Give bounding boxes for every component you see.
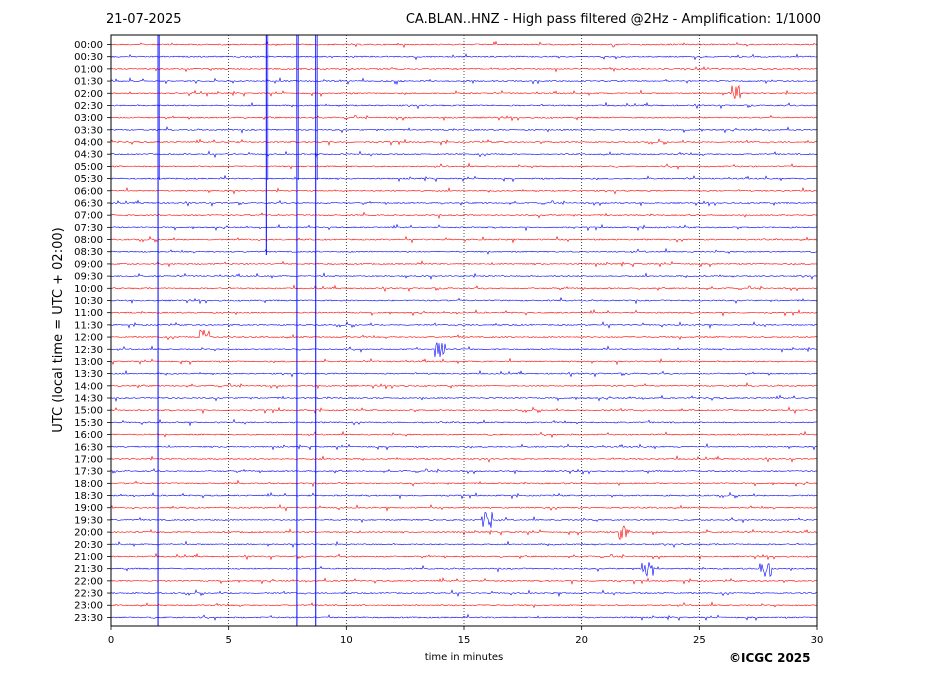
y-tick-label: 07:00	[74, 211, 103, 222]
y-tick-label: 22:00	[74, 576, 103, 587]
trace-row	[110, 601, 818, 609]
y-tick-label: 21:00	[74, 552, 103, 563]
trace-row	[110, 552, 818, 561]
y-tick-label: 13:00	[74, 357, 103, 368]
y-tick-label: 15:30	[74, 418, 103, 429]
y-tick-label: 12:00	[74, 333, 103, 344]
y-axis-label: UTC (local time = UTC + 02:00)	[51, 227, 66, 432]
trace-row	[110, 126, 818, 134]
trace-row	[111, 114, 818, 122]
trace-row	[110, 479, 818, 488]
y-tick-label: 10:30	[74, 296, 103, 307]
y-tick-label: 05:00	[74, 162, 103, 173]
grid-layer	[228, 35, 700, 626]
y-tick-label: 11:00	[74, 308, 103, 319]
y-tick-label: 19:30	[74, 515, 103, 526]
y-tick-label: 04:30	[74, 150, 103, 161]
trace-row	[110, 504, 818, 512]
y-tick-label: 11:30	[74, 320, 103, 331]
spikes-layer	[157, 35, 318, 626]
y-tick-label: 02:30	[74, 101, 103, 112]
y-tick-label: 07:30	[74, 223, 103, 234]
x-tick-label: 5	[225, 635, 231, 646]
trace-row	[110, 309, 818, 317]
trace-row	[110, 272, 818, 280]
trace-row	[110, 66, 818, 73]
header-date: 21-07-2025	[106, 12, 182, 27]
y-tick-label: 14:00	[74, 381, 103, 392]
y-tick-label: 17:00	[74, 454, 103, 465]
copyright: ©ICGC 2025	[729, 651, 811, 665]
x-tick-labels: 0 5 10 15 20 25 30	[108, 626, 824, 646]
y-tick-label: 01:00	[74, 64, 103, 75]
y-tick-label: 17:30	[74, 467, 103, 478]
y-tick-label: 18:00	[74, 479, 103, 490]
trace-row	[110, 342, 818, 358]
trace-row	[110, 357, 818, 366]
y-tick-label: 09:00	[74, 259, 103, 270]
y-tick-label: 21:30	[74, 564, 103, 575]
y-tick-label: 23:00	[74, 601, 103, 612]
x-tick-label: 0	[108, 635, 114, 646]
y-tick-label: 03:00	[74, 113, 103, 124]
y-tick-label: 13:30	[74, 369, 103, 380]
trace-row	[110, 329, 818, 341]
x-tick-label: 10	[340, 635, 353, 646]
trace-row	[110, 150, 818, 159]
y-tick-label: 16:30	[74, 442, 103, 453]
y-tick-label: 10:00	[74, 284, 103, 295]
trace-row	[110, 562, 818, 577]
header-title: CA.BLAN..HNZ - High pass filtered @2Hz -…	[405, 12, 821, 27]
trace-row	[110, 186, 817, 195]
plot-frame	[110, 34, 818, 627]
x-axis-label: time in minutes	[425, 652, 504, 663]
y-tick-label: 20:30	[74, 540, 103, 551]
y-tick-label: 15:00	[74, 406, 103, 417]
trace-row	[110, 540, 818, 549]
y-tick-label: 05:30	[74, 174, 103, 185]
trace-row	[110, 468, 818, 475]
trace-row	[110, 162, 818, 170]
x-tick-label: 15	[458, 635, 471, 646]
y-tick-label: 02:00	[74, 89, 103, 100]
trace-row	[110, 491, 818, 500]
x-tick-label: 20	[575, 635, 588, 646]
y-tick-label: 08:00	[74, 235, 103, 246]
y-tick-label: 08:30	[74, 247, 103, 258]
trace-row	[110, 174, 817, 183]
y-tick-label: 03:30	[74, 125, 103, 136]
y-tick-label: 06:00	[74, 186, 103, 197]
trace-row	[110, 84, 818, 99]
y-tick-label: 20:00	[74, 528, 103, 539]
x-tick-label: 25	[693, 635, 706, 646]
trace-row	[110, 138, 818, 147]
y-tick-label: 22:30	[74, 589, 103, 600]
y-tick-label: 00:30	[74, 52, 103, 63]
y-tick-label: 06:30	[74, 198, 103, 209]
trace-row	[110, 525, 817, 541]
x-tick-label: 30	[811, 635, 824, 646]
y-tick-label: 16:00	[74, 430, 103, 441]
y-tick-label: 23:30	[74, 613, 103, 624]
y-tick-label: 04:00	[74, 138, 103, 149]
y-tick-label: 01:30	[74, 77, 103, 88]
trace-row	[110, 511, 818, 528]
trace-row	[110, 101, 818, 110]
trace-row	[110, 296, 818, 305]
y-tick-label: 09:30	[74, 272, 103, 283]
y-tick-label: 00:00	[74, 40, 103, 51]
y-tick-label: 12:30	[74, 345, 103, 356]
y-tick-label: 18:30	[74, 491, 103, 502]
trace-row	[110, 321, 817, 330]
y-tick-label: 19:00	[74, 503, 103, 514]
y-tick-label: 14:30	[74, 394, 103, 405]
